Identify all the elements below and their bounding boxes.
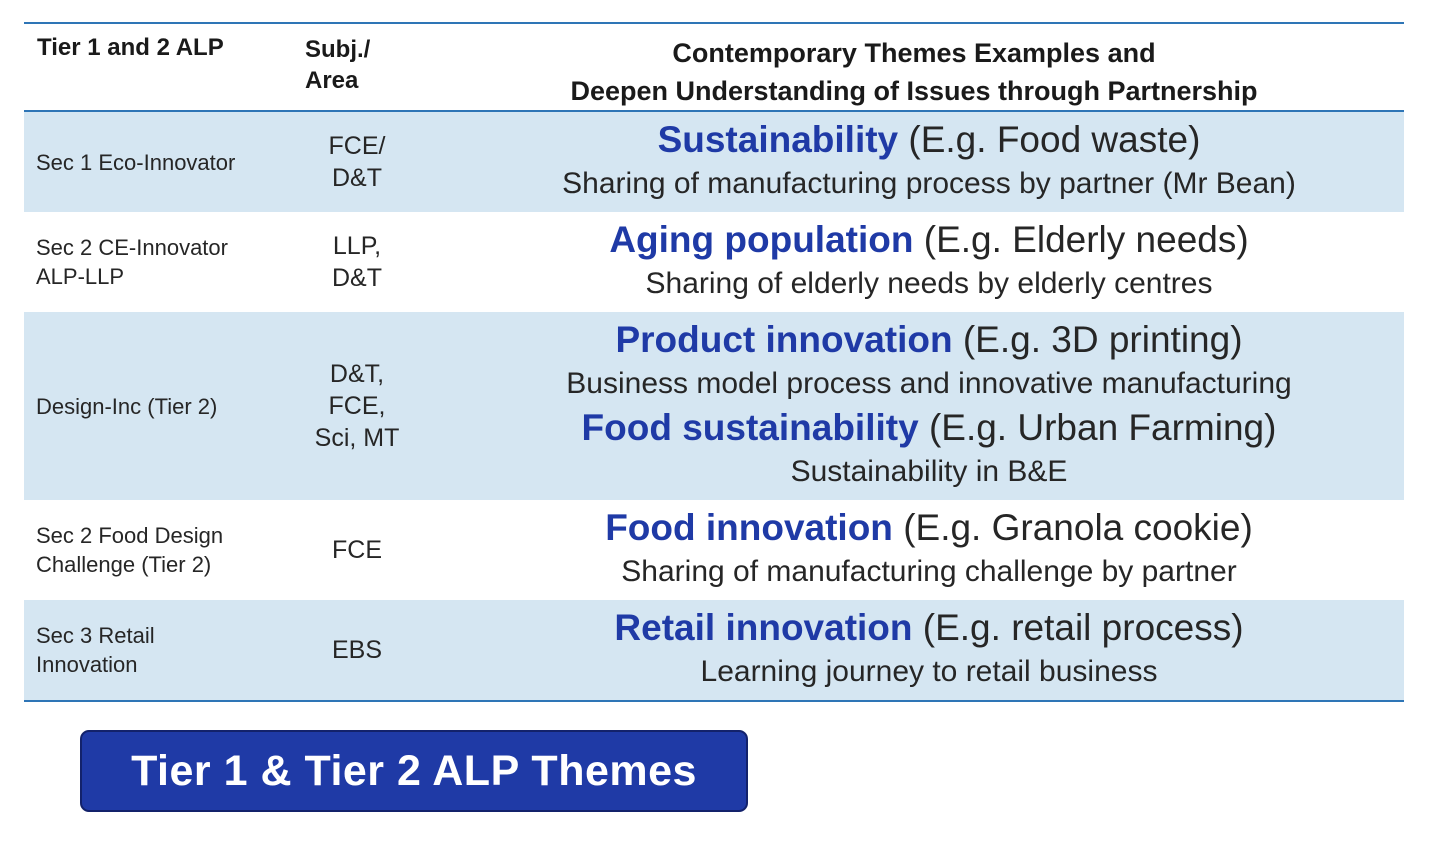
theme-example: (E.g. Granola cookie) — [892, 507, 1253, 548]
theme-title: Product innovation — [615, 319, 953, 360]
header-subject-line: Area — [305, 67, 359, 94]
table-header: Tier 1 and 2 ALP Subj./ Area Contemporar… — [24, 24, 1404, 112]
program-cell: Sec 2 Food Design Challenge (Tier 2) — [24, 521, 294, 579]
theme-title: Food sustainability — [581, 407, 919, 448]
program-name: ALP-LLP — [36, 264, 125, 289]
subject-line: D&T — [332, 264, 382, 292]
theme-cell: Aging population (E.g. Elderly needs) Sh… — [420, 218, 1404, 306]
theme-heading: Retail innovation (E.g. retail process) — [454, 606, 1404, 650]
theme-cell: Product innovation (E.g. 3D printing) Bu… — [420, 318, 1404, 494]
subject-line: Sci, MT — [314, 424, 400, 452]
program-cell: Sec 2 CE-Innovator ALP-LLP — [24, 233, 294, 291]
theme-cell: Sustainability (E.g. Food waste) Sharing… — [420, 118, 1404, 206]
program-name: Design-Inc (Tier 2) — [36, 393, 218, 419]
subject-cell: FCE — [294, 534, 420, 566]
header-subject-line: Subj./ — [305, 36, 371, 63]
program-name: Sec 2 CE-Innovator — [36, 235, 228, 260]
program-name: Challenge (Tier 2) — [36, 552, 212, 577]
theme-cell: Food innovation (E.g. Granola cookie) Sh… — [420, 506, 1404, 594]
program-cell: Design-Inc (Tier 2) — [24, 392, 294, 421]
header-themes: Contemporary Themes Examples and Deepen … — [494, 34, 1334, 110]
theme-title: Sustainability — [657, 119, 899, 160]
alp-themes-table: Tier 1 and 2 ALP Subj./ Area Contemporar… — [24, 22, 1404, 702]
program-name: Innovation — [36, 652, 138, 677]
theme-description: Learning journey to retail business — [700, 655, 1158, 688]
theme-description: Sustainability in B&E — [790, 455, 1068, 488]
theme-title: Retail innovation — [614, 607, 913, 648]
program-cell: Sec 1 Eco-Innovator — [24, 148, 294, 177]
theme-heading: Food sustainability (E.g. Urban Farming) — [454, 406, 1404, 450]
theme-example: (E.g. Urban Farming) — [918, 407, 1277, 448]
header-themes-line: Contemporary Themes Examples and — [672, 38, 1156, 68]
subject-line: FCE, — [328, 392, 386, 420]
theme-example: (E.g. retail process) — [912, 607, 1244, 648]
theme-heading: Food innovation (E.g. Granola cookie) — [454, 506, 1404, 550]
subject-cell: LLP, D&T — [294, 230, 420, 294]
subject-cell: FCE/ D&T — [294, 130, 420, 194]
program-cell: Sec 3 Retail Innovation — [24, 621, 294, 679]
table-row: Design-Inc (Tier 2) D&T, FCE, Sci, MT Pr… — [24, 312, 1404, 500]
program-name: Sec 2 Food Design — [36, 523, 224, 548]
table-row: Sec 1 Eco-Innovator FCE/ D&T Sustainabil… — [24, 112, 1404, 212]
theme-description: Business model process and innovative ma… — [566, 367, 1292, 400]
theme-cell: Retail innovation (E.g. retail process) … — [420, 606, 1404, 694]
theme-description: Sharing of manufacturing challenge by pa… — [621, 555, 1237, 588]
header-program: Tier 1 and 2 ALP — [37, 34, 224, 61]
theme-description: Sharing of elderly needs by elderly cent… — [645, 267, 1213, 300]
table-row: Sec 3 Retail Innovation EBS Retail innov… — [24, 600, 1404, 702]
subject-line: FCE — [332, 536, 382, 564]
subject-line: FCE/ — [328, 132, 386, 160]
theme-heading: Aging population (E.g. Elderly needs) — [454, 218, 1404, 262]
subject-cell: EBS — [294, 634, 420, 666]
theme-heading: Sustainability (E.g. Food waste) — [454, 118, 1404, 162]
subject-line: D&T, — [329, 360, 385, 388]
subject-line: LLP, — [332, 232, 382, 260]
theme-heading: Product innovation (E.g. 3D printing) — [454, 318, 1404, 362]
header-subject-area: Subj./ Area — [305, 34, 370, 96]
header-themes-line: Deepen Understanding of Issues through P… — [570, 76, 1258, 106]
table-row: Sec 2 CE-Innovator ALP-LLP LLP, D&T Agin… — [24, 212, 1404, 312]
table-row: Sec 2 Food Design Challenge (Tier 2) FCE… — [24, 500, 1404, 600]
program-name: Sec 3 Retail — [36, 623, 155, 648]
theme-example: (E.g. 3D printing) — [952, 319, 1243, 360]
theme-description: Sharing of manufacturing process by part… — [562, 167, 1296, 200]
subject-cell: D&T, FCE, Sci, MT — [294, 358, 420, 454]
title-banner: Tier 1 & Tier 2 ALP Themes — [80, 730, 748, 812]
subject-line: EBS — [331, 636, 383, 664]
theme-example: (E.g. Food waste) — [898, 119, 1201, 160]
program-name: Sec 1 Eco-Innovator — [36, 149, 236, 175]
subject-line: D&T — [332, 164, 382, 192]
theme-title: Food innovation — [605, 507, 893, 548]
theme-title: Aging population — [609, 219, 914, 260]
theme-example: (E.g. Elderly needs) — [913, 219, 1249, 260]
